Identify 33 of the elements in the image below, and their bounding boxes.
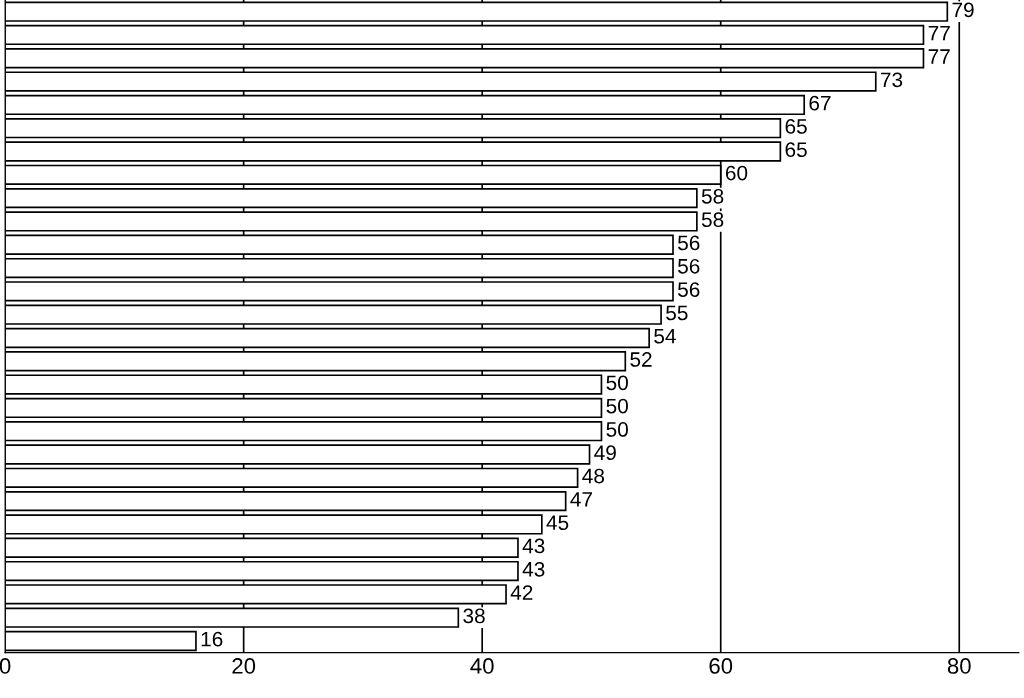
data-label: 73 (881, 72, 903, 88)
data-label: 16 (201, 631, 223, 647)
data-label: 47 (570, 492, 592, 507)
data-label: 55 (666, 305, 688, 321)
x-tick-label: 40 (470, 658, 494, 674)
data-label: 65 (785, 142, 807, 158)
x-tick-label: 80 (947, 658, 971, 674)
data-label: 43 (522, 538, 545, 554)
data-label: 56 (678, 282, 700, 297)
data-label: 50 (606, 398, 628, 414)
data-label: 50 (606, 375, 628, 391)
x-tick-label: 20 (232, 658, 256, 674)
data-label: 45 (546, 515, 569, 531)
x-tick-label: 0 (0, 658, 11, 674)
data-label: 77 (928, 49, 950, 64)
data-label: 79 (952, 2, 974, 18)
data-label: 65 (785, 119, 807, 134)
data-label: 60 (725, 165, 748, 181)
data-label: 67 (809, 95, 831, 111)
data-label: 52 (630, 352, 652, 367)
data-label: 56 (678, 235, 700, 251)
data-label: 56 (678, 258, 700, 274)
x-tick-label: 60 (709, 658, 733, 674)
data-label: 42 (510, 585, 533, 600)
data-label: 54 (654, 329, 676, 344)
data-label: 38 (463, 608, 485, 624)
data-label: 77 (928, 26, 950, 41)
data-label: 58 (701, 188, 724, 204)
data-label: 50 (606, 422, 628, 437)
data-label: 58 (701, 212, 724, 228)
data-label: 49 (594, 445, 616, 461)
data-label: 48 (582, 468, 605, 484)
data-label: 43 (522, 561, 545, 577)
